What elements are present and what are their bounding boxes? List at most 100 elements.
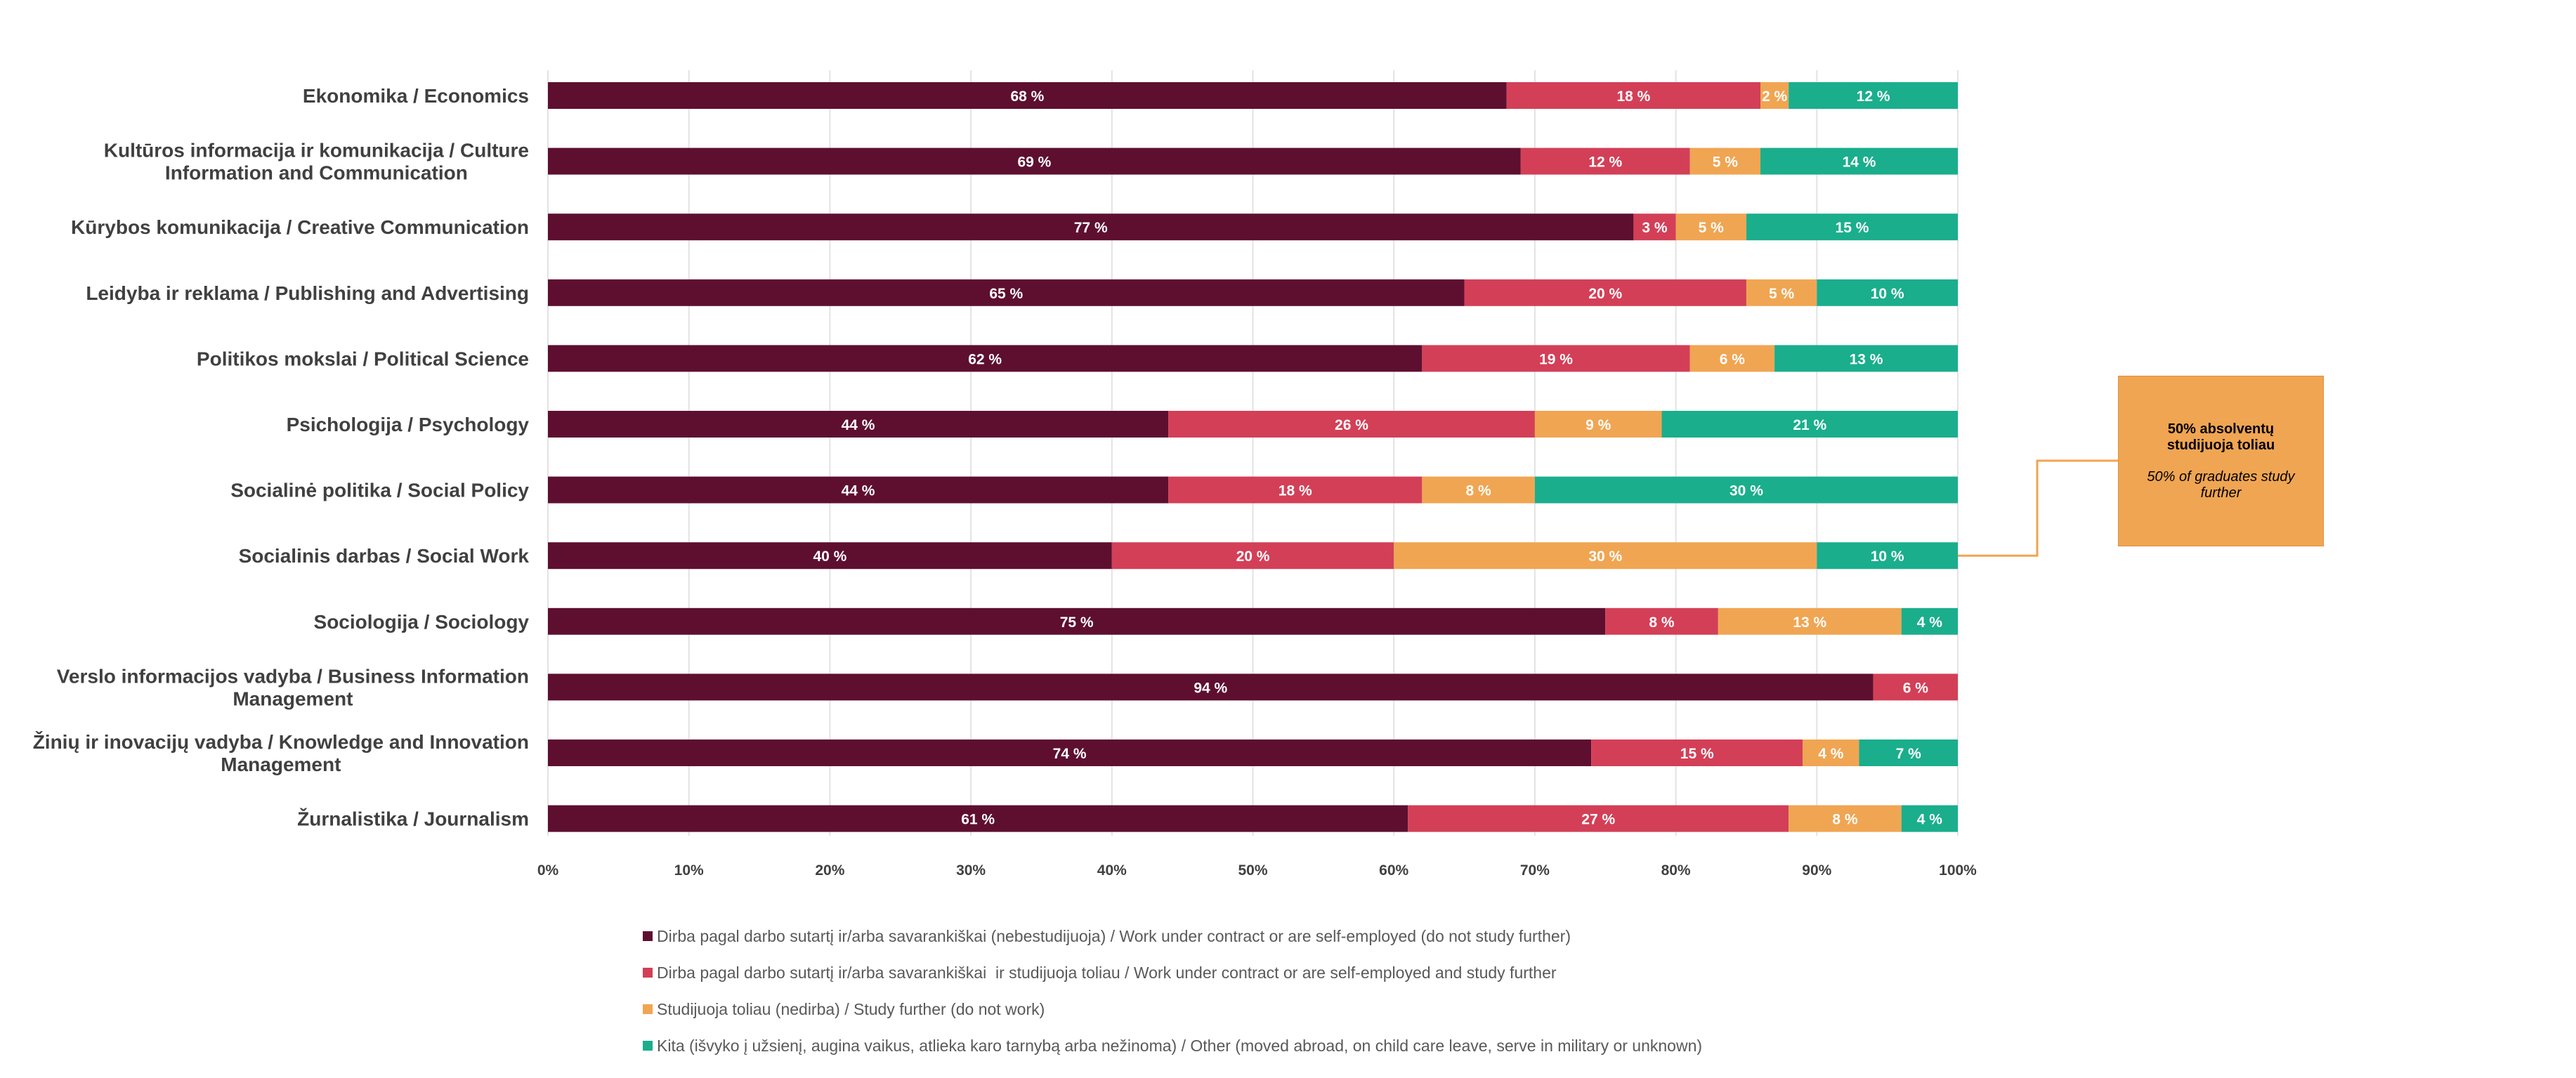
bar-segment	[548, 345, 1423, 372]
data-label: 68 %	[1010, 88, 1044, 105]
bar-segment	[548, 805, 1408, 832]
category-label: Ekonomika / Economics	[303, 85, 529, 107]
bar-segment	[1760, 147, 1958, 175]
bar-segment	[1689, 147, 1761, 175]
data-label: 13 %	[1793, 614, 1826, 631]
data-label: 3 %	[1642, 220, 1668, 236]
legend-label: Studijuoja toliau (nedirba) / Study furt…	[657, 999, 1045, 1018]
callout-connector-line	[1958, 459, 2118, 557]
category-label: Žinių ir inovacijų vadyba / Knowledge an…	[33, 731, 529, 775]
data-label: 20 %	[1588, 286, 1622, 302]
category-label-line: Socialinis darbas / Social Work	[239, 545, 530, 567]
category-label: Psichologija / Psychology	[287, 414, 530, 435]
category-label: Politikos mokslai / Political Science	[197, 348, 529, 369]
category-label-line: Ekonomika / Economics	[303, 85, 529, 107]
category-label: Socialinis darbas / Social Work	[239, 545, 530, 567]
bar-segment	[1534, 411, 1662, 438]
bar-segment	[1168, 411, 1535, 438]
bar-segment	[1605, 607, 1718, 635]
data-label: 2 %	[1762, 88, 1788, 105]
bar-segment	[1746, 213, 1958, 241]
bar-segment	[1901, 607, 1958, 635]
bar-segment	[1111, 542, 1394, 570]
category-label-line: Psichologija / Psychology	[287, 414, 530, 435]
data-label: 10 %	[1871, 286, 1904, 302]
category-label: Verslo informacijos vadyba / Business In…	[57, 665, 529, 709]
bar-segment	[1817, 542, 1958, 570]
category-label-line: Kūrybos komunikacija / Creative Communic…	[71, 216, 529, 238]
bar-segment	[548, 673, 1874, 701]
bar-segment	[1746, 279, 1817, 306]
data-label: 14 %	[1843, 155, 1876, 171]
bar-segment	[1506, 82, 1761, 109]
data-label: 61 %	[961, 812, 995, 828]
bar-segment	[1394, 542, 1817, 570]
bar-segment	[548, 82, 1507, 109]
bar-segment	[548, 740, 1592, 766]
category-label: Sociologija / Sociology	[314, 611, 530, 633]
x-tick-label: 40%	[1097, 862, 1127, 879]
bar-segment	[1873, 673, 1958, 701]
x-tick-label: 10%	[674, 862, 704, 879]
data-label: 5 %	[1769, 286, 1795, 302]
x-tick-label: 30%	[956, 862, 986, 879]
data-label: 21 %	[1793, 417, 1826, 433]
category-label: Kultūros informacija ir komunikacija / C…	[104, 140, 529, 184]
data-label: 4 %	[1818, 746, 1844, 762]
data-label: 74 %	[1053, 746, 1087, 762]
data-label: 30 %	[1730, 483, 1763, 499]
legend-item: Dirba pagal darbo sutartį ir/arba savara…	[643, 918, 1702, 954]
data-label: 8 %	[1649, 614, 1675, 631]
data-label: 4 %	[1917, 812, 1943, 828]
data-label: 26 %	[1335, 417, 1368, 433]
data-label: 75 %	[1060, 614, 1094, 631]
callout-title: 50% absolventų studijuoja toliau	[2166, 421, 2275, 453]
bar-segment	[548, 411, 1169, 438]
data-label: 4 %	[1917, 614, 1943, 631]
legend-swatch	[643, 1041, 653, 1051]
category-label-line: Socialinė politika / Social Policy	[230, 480, 529, 501]
legend-item: Dirba pagal darbo sutartį ir/arba savara…	[643, 954, 1702, 991]
bar-segment	[1760, 82, 1789, 109]
category-label-line: Žurnalistika / Journalism	[297, 808, 529, 830]
bar-segment	[1591, 740, 1803, 766]
legend: Dirba pagal darbo sutartį ir/arba savara…	[643, 918, 1702, 1064]
bar-segment	[1901, 805, 1958, 832]
data-label: 10 %	[1871, 548, 1904, 565]
data-label: 44 %	[842, 483, 875, 499]
bar-segment	[1534, 476, 1958, 504]
x-tick-label: 100%	[1939, 862, 1977, 879]
data-label: 40 %	[813, 548, 846, 565]
data-label: 8 %	[1832, 812, 1858, 828]
grid-lines	[547, 70, 1959, 836]
data-label: 30 %	[1588, 548, 1622, 565]
bar-segment	[548, 607, 1606, 635]
data-label: 12 %	[1857, 88, 1890, 105]
bar-segment	[1817, 279, 1958, 306]
x-tick-label: 90%	[1802, 862, 1831, 879]
data-labels: 68 % 18 % 2 % 12 % 69 % 12 % 5 % 14 % 77 % 3 % 5 %…	[813, 88, 1942, 828]
bar-segment	[1774, 345, 1958, 372]
x-tick-label: 0%	[537, 862, 559, 879]
bar-segment	[1422, 345, 1690, 372]
category-labels: Ekonomika / Economics Kultūros informacij…	[33, 85, 530, 830]
data-label: 15 %	[1680, 746, 1714, 762]
legend-label: Dirba pagal darbo sutartį ir/arba savara…	[657, 963, 1557, 982]
x-tick-label: 70%	[1520, 862, 1550, 879]
bars	[548, 82, 1958, 832]
category-label-line: Kultūros informacija ir komunikacija / C…	[104, 140, 529, 162]
data-label: 20 %	[1236, 548, 1270, 565]
data-label: 62 %	[968, 351, 1002, 367]
bar-segment	[548, 147, 1521, 175]
bar-segment	[548, 476, 1169, 504]
data-label: 12 %	[1588, 155, 1622, 171]
legend-label: Dirba pagal darbo sutartį ir/arba savara…	[657, 926, 1571, 945]
data-label: 94 %	[1194, 680, 1227, 696]
category-label-line: Verslo informacijos vadyba / Business In…	[57, 665, 529, 687]
data-label: 13 %	[1850, 351, 1883, 367]
category-label: Leidyba ir reklama / Publishing and Adve…	[86, 282, 529, 304]
data-label: 65 %	[989, 286, 1023, 302]
data-label: 7 %	[1896, 746, 1922, 762]
category-label-line: Information and Communication	[165, 162, 468, 184]
